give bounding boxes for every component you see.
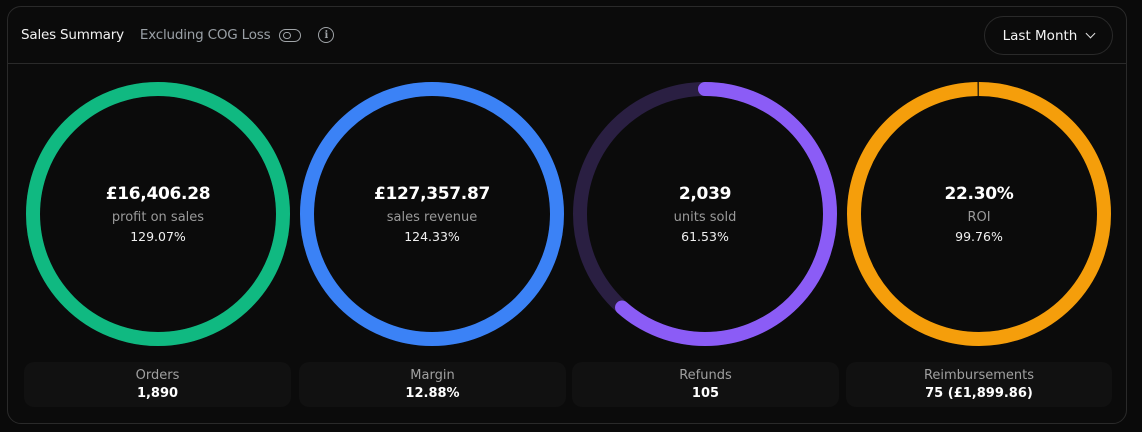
profit-ring: £16,406.28 profit on sales 129.07% xyxy=(24,80,292,348)
roi-ring-chart xyxy=(847,82,1111,346)
chevron-down-icon xyxy=(1085,28,1096,39)
stat-label: Margin xyxy=(410,368,455,383)
stat-label: Reimbursements xyxy=(923,368,1035,383)
stat-value: 105 xyxy=(691,386,720,401)
stat-reimbursements: Reimbursements 75 (£1,899.86) xyxy=(846,362,1112,407)
stat-refunds: Refunds 105 xyxy=(572,362,839,407)
revenue-label: sales revenue xyxy=(386,210,478,225)
sales-summary-card: Sales Summary Excluding COG Loss i Last … xyxy=(7,6,1127,424)
stat-label: Refunds xyxy=(679,368,732,383)
stat-value: 12.88% xyxy=(405,386,460,401)
units-label: units sold xyxy=(673,210,737,225)
toggle-off-icon[interactable] xyxy=(279,28,302,42)
revenue-value: £127,357.87 xyxy=(373,184,491,204)
period-dropdown[interactable]: Last Month xyxy=(984,16,1113,55)
info-icon[interactable]: i xyxy=(318,27,335,43)
units-ring: 2,039 units sold 61.53% xyxy=(571,80,839,348)
revenue-percent: 124.33% xyxy=(404,229,460,244)
roi-percent: 99.76% xyxy=(955,229,1003,244)
stat-margin: Margin 12.88% xyxy=(299,362,566,407)
stat-value: 75 (£1,899.86) xyxy=(925,386,1033,401)
revenue-ring-chart xyxy=(300,82,564,346)
roi-value: 22.30% xyxy=(944,184,1014,204)
card-header: Sales Summary Excluding COG Loss i Last … xyxy=(8,7,1126,64)
period-selected-label: Last Month xyxy=(1002,27,1078,44)
stat-value: 1,890 xyxy=(136,386,179,401)
cog-loss-label: Excluding COG Loss xyxy=(139,27,271,43)
profit-percent: 129.07% xyxy=(130,229,186,244)
profit-value: £16,406.28 xyxy=(105,184,211,204)
card-title: Sales Summary xyxy=(21,27,124,43)
profit-label: profit on sales xyxy=(111,210,205,225)
roi-ring: 22.30% ROI 99.76% xyxy=(845,80,1113,348)
revenue-ring: £127,357.87 sales revenue 124.33% xyxy=(298,80,566,348)
stat-label: Orders xyxy=(135,368,180,383)
profit-ring-chart xyxy=(26,82,290,346)
units-percent: 61.53% xyxy=(681,229,729,244)
roi-label: ROI xyxy=(967,210,991,225)
units-value: 2,039 xyxy=(678,184,732,204)
units-ring-chart xyxy=(573,82,837,346)
stat-orders: Orders 1,890 xyxy=(24,362,291,407)
